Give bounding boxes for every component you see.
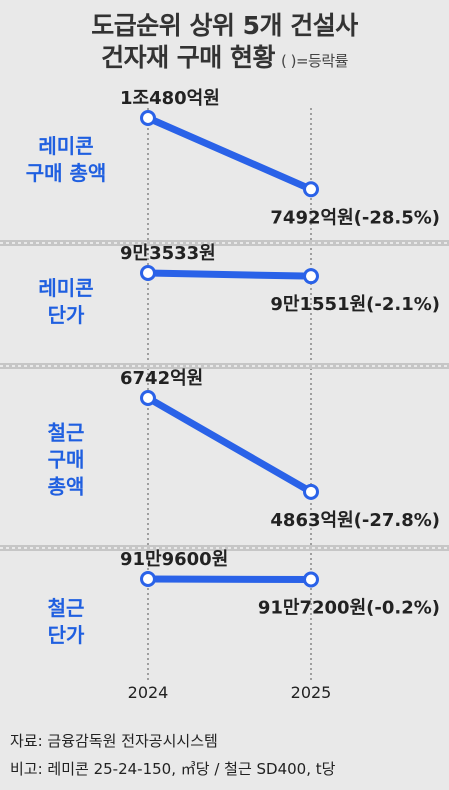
point-3-2025	[303, 483, 319, 500]
data-label-2-2024: 9만3533원	[120, 243, 216, 264]
chart-title-line2: 건자재 구매 현황 ( )=등락률	[0, 38, 449, 74]
section-label-2-line-2: 단가	[48, 303, 85, 327]
point-4-2025	[303, 571, 319, 588]
section-label-3-line-3: 총액	[48, 475, 85, 499]
change-rate-note: ( )=등락률	[280, 52, 348, 70]
data-label-1-2024: 1조480억원	[120, 88, 220, 109]
x-tick-label-2024: 2024	[128, 683, 169, 702]
remark-note: 비고: 레미콘 25-24-150, ㎥당 / 철근 SD400, t당	[10, 760, 336, 778]
point-1-2024	[140, 110, 156, 126]
section-label-1-line-2: 구매 총액	[26, 161, 107, 185]
point-2-2024	[140, 265, 156, 281]
data-label-2-2025: 9만1551원(-2.1%)	[270, 294, 440, 315]
data-label-4-2025: 91만7200원(-0.2%)	[258, 597, 440, 618]
x-tick-label-2025: 2025	[291, 683, 332, 702]
series-line-3	[144, 394, 315, 496]
point-3-2024	[140, 390, 156, 406]
chart-title-line1: 도급순위 상위 5개 건설사	[91, 11, 358, 40]
source-note: 자료: 금융감독원 전자공시시스템	[10, 732, 218, 750]
data-label-3-2025: 4863억원(-27.8%)	[270, 510, 440, 531]
chart-title-main: 건자재 구매 현황	[101, 43, 275, 72]
section-label-1-line-1: 레미콘	[38, 134, 93, 158]
section-label-4-line-2: 단가	[48, 623, 85, 647]
point-2-2025	[303, 268, 319, 285]
point-4-2024	[140, 571, 156, 587]
section-label-3-line-1: 철근	[48, 421, 85, 445]
data-label-3-2024: 6742억원	[120, 368, 203, 389]
section-label-3-line-2: 구매	[48, 448, 85, 472]
series-line-2	[144, 269, 315, 280]
point-1-2025	[303, 181, 319, 198]
series-line-1	[144, 114, 315, 193]
data-label-1-2025: 7492억원(-28.5%)	[270, 207, 440, 228]
section-label-2-line-1: 레미콘	[38, 276, 93, 300]
section-label-4-line-1: 철근	[48, 596, 85, 620]
data-label-4-2024: 91만9600원	[120, 549, 228, 570]
